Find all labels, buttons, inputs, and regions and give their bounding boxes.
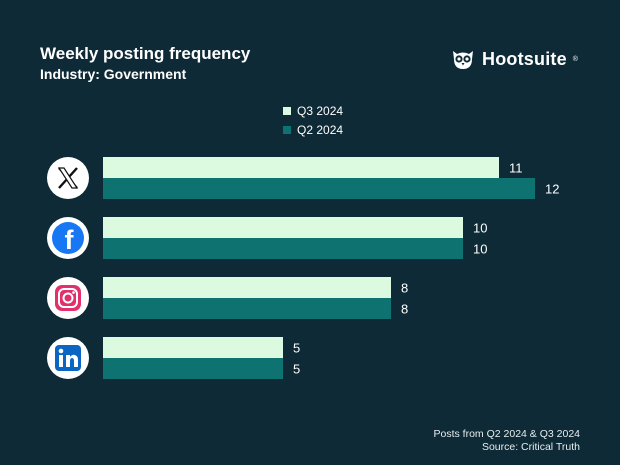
value-label-facebook-q2: 10 xyxy=(473,242,487,257)
bar-facebook-q2 xyxy=(103,238,463,259)
svg-text:f: f xyxy=(65,225,75,255)
value-label-linkedin-q2: 5 xyxy=(293,362,300,377)
facebook-logo-icon: f xyxy=(47,217,89,259)
legend-label-q2: Q2 2024 xyxy=(297,122,344,137)
owl-icon xyxy=(453,51,473,69)
footnote: Posts from Q2 2024 & Q3 2024 xyxy=(433,428,581,440)
chart-subtitle: Industry: Government xyxy=(40,66,187,82)
instagram-logo-icon xyxy=(47,277,89,319)
legend-item-q2: Q2 2024 xyxy=(283,120,343,139)
brand-registered-mark: ® xyxy=(572,55,578,63)
bar-x-q2 xyxy=(103,178,535,199)
chart-footer: Posts from Q2 2024 & Q3 2024 Source: Cri… xyxy=(434,428,581,454)
legend-item-q3: Q3 2024 xyxy=(283,101,343,120)
chart-title: Weekly posting frequency xyxy=(40,44,251,63)
source-note: Source: Critical Truth xyxy=(481,441,580,453)
legend-swatch-q3 xyxy=(283,106,291,115)
legend-label-q3: Q3 2024 xyxy=(297,103,344,118)
value-label-instagram-q2: 8 xyxy=(401,302,408,317)
bar-instagram-q2 xyxy=(103,298,391,319)
value-label-instagram-q3: 8 xyxy=(401,281,408,296)
value-label-facebook-q3: 10 xyxy=(473,221,487,236)
value-label-x-q3: 11 xyxy=(509,161,523,176)
legend-swatch-q2 xyxy=(283,125,291,134)
legend: Q3 2024 Q2 2024 xyxy=(283,101,343,139)
bar-instagram-q3 xyxy=(103,277,391,298)
brand-name: Hootsuite xyxy=(482,48,567,69)
x-logo-icon xyxy=(47,157,89,199)
hootsuite-logo: Hootsuite ® xyxy=(450,47,578,71)
value-label-linkedin-q3: 5 xyxy=(293,341,300,356)
bar-linkedin-q3 xyxy=(103,337,283,358)
linkedin-logo-icon xyxy=(47,337,89,379)
value-label-x-q2: 12 xyxy=(545,182,559,197)
bar-x-q3 xyxy=(103,157,499,178)
bar-facebook-q3 xyxy=(103,217,463,238)
bar-linkedin-q2 xyxy=(103,358,283,379)
